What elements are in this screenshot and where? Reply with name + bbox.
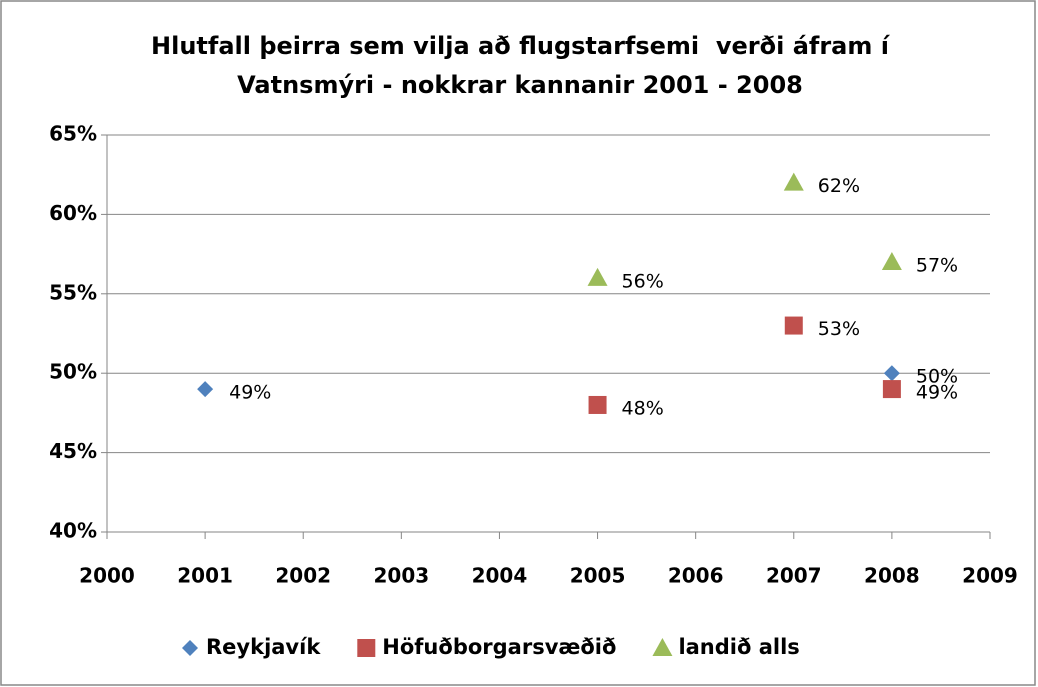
y-tick-label: 50% [49,360,97,384]
x-tick-label: 2005 [570,564,626,588]
data-label: 48% [622,397,664,419]
y-tick-label: 55% [49,280,97,304]
x-tick-label: 2008 [864,564,920,588]
marker-square [588,395,607,414]
y-tick-label: 45% [49,439,97,463]
x-tick-label: 2009 [962,564,1018,588]
marker-triangle [881,252,902,271]
marker-square [784,316,803,335]
marker-diamond [883,365,900,382]
legend-label: Höfuðborgarsvæðið [382,635,616,659]
x-tick-label: 2000 [79,564,135,588]
marker-square [357,639,376,657]
x-tick-label: 2003 [373,564,429,588]
data-label: 49% [229,382,271,404]
legend-label: landið alls [678,635,799,659]
marker-triangle [783,172,804,191]
x-tick-label: 2004 [472,564,528,588]
x-tick-label: 2006 [668,564,724,588]
y-tick-label: 60% [49,201,97,225]
data-label: 50% [916,366,958,388]
marker-triangle [652,638,673,656]
data-label: 57% [916,255,958,277]
x-tick-label: 2001 [177,564,233,588]
legend-label: Reykjavík [206,635,321,659]
y-tick-label: 65% [49,122,97,146]
marker-square [882,380,901,399]
marker-triangle [587,267,608,286]
chart-title: Vatnsmýri - nokkrar kannanir 2001 - 2008 [237,71,803,99]
marker-diamond [197,381,214,398]
x-tick-label: 2002 [275,564,331,588]
marker-diamond [182,640,198,656]
chart-title: Hlutfall þeirra sem vilja að flugstarfse… [151,32,891,60]
data-label: 53% [818,318,860,340]
y-tick-label: 40% [49,519,97,543]
data-label: 62% [818,175,860,197]
data-label: 56% [622,270,664,292]
data-label: 49% [916,382,958,404]
x-tick-label: 2007 [766,564,822,588]
